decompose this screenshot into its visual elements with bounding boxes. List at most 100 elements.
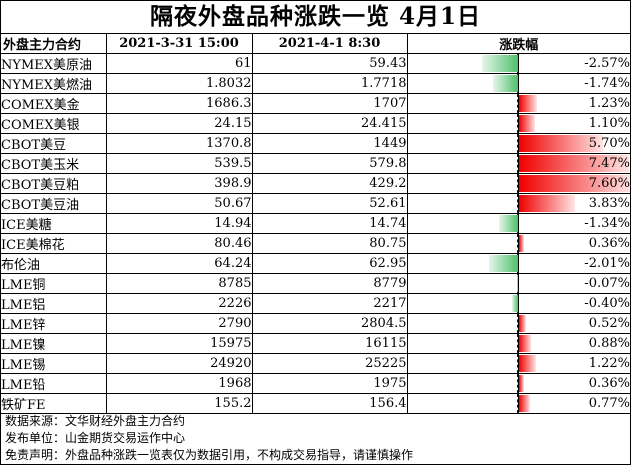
change-percent-label: 1.10% [588, 116, 630, 131]
price-before-cell: 1.8032 [105, 73, 253, 94]
change-percent-label: 7.47% [588, 156, 630, 171]
bar-cell-positive: 1.22% [517, 353, 630, 374]
zero-axis-line [516, 194, 517, 213]
table-row: COMEX美金 1686.3 1707 1.23% [1, 93, 630, 114]
contract-name-cell: COMEX美金 [1, 93, 107, 114]
price-before-cell: 1370.8 [105, 133, 253, 154]
bar-cell-negative [406, 93, 519, 114]
bar-cell-negative [406, 353, 519, 374]
zero-axis-line [516, 234, 517, 253]
bar-cell-negative [406, 193, 519, 214]
change-percent-label: 7.60% [588, 176, 630, 191]
price-after-cell: 2804.5 [251, 313, 408, 334]
price-after-cell: 24.415 [251, 113, 408, 134]
bar-cell-positive: -0.40% [517, 293, 630, 314]
table-row: NYMEX美燃油 1.8032 1.7718 -1.74% [1, 73, 630, 94]
contract-name-cell: LME锌 [1, 313, 107, 334]
change-percent-label: -0.07% [584, 276, 630, 291]
price-after-cell: 429.2 [251, 173, 408, 194]
table-row: LME铅 1968 1975 0.36% [1, 373, 630, 394]
change-percent-label: 1.23% [588, 96, 630, 111]
price-before-cell: 1686.3 [105, 93, 253, 114]
price-before-cell: 80.46 [105, 233, 253, 254]
price-after-cell: 579.8 [251, 153, 408, 174]
bar-cell-negative [406, 153, 519, 174]
contract-name-cell: 铁矿FE [1, 393, 107, 414]
change-percent-label: 0.36% [588, 376, 630, 391]
table-body: NYMEX美原油 61 59.43 -2.57% NYMEX美燃油 1.8032 1.771… [1, 53, 630, 414]
contract-name-cell: LME铅 [1, 373, 107, 394]
zero-axis-line [516, 374, 517, 393]
change-percent-label: -1.74% [584, 76, 630, 91]
bar-cell-negative [406, 213, 519, 234]
bar-cell-positive: 7.47% [517, 153, 630, 174]
footer-notes: 数据来源：文华财经外盘主力合约 发布单位：山金期货交易运作中心 免责声明：外盘品… [1, 413, 630, 464]
price-before-cell: 8785 [105, 273, 253, 294]
contract-name-cell: LME镍 [1, 333, 107, 354]
table-row: LME锡 24920 25225 1.22% [1, 353, 630, 374]
bar-cell-negative [406, 273, 519, 294]
data-source-note: 数据来源：文华财经外盘主力合约 [5, 414, 186, 428]
price-before-cell: 24.15 [105, 113, 253, 134]
price-before-cell: 155.2 [105, 393, 253, 414]
bar-cell-negative [406, 173, 519, 194]
change-bar-negative [481, 55, 517, 72]
change-percent-label: 0.52% [588, 316, 630, 331]
table-row: NYMEX美原油 61 59.43 -2.57% [1, 53, 630, 74]
price-before-cell: 61 [105, 53, 253, 74]
change-percent-label: -1.34% [584, 216, 630, 231]
price-before-cell: 398.9 [105, 173, 253, 194]
zero-axis-line [516, 134, 517, 153]
change-bar-positive [519, 95, 537, 112]
contract-name-cell: LME铝 [1, 293, 107, 314]
price-after-cell: 156.4 [251, 393, 408, 414]
price-before-cell: 50.67 [105, 193, 253, 214]
change-percent-label: 1.22% [588, 356, 630, 371]
price-after-cell: 14.74 [251, 213, 408, 234]
change-bar-negative [516, 275, 517, 292]
table-row: LME铝 2226 2217 -0.40% [1, 293, 630, 314]
header-date-2: 2021-4-1 8:30 [251, 34, 408, 54]
bar-cell-negative [406, 233, 519, 254]
contract-name-cell: LME锡 [1, 353, 107, 374]
bar-cell-negative [406, 73, 519, 94]
price-after-cell: 1.7718 [251, 73, 408, 94]
change-percent-label: 0.36% [588, 236, 630, 251]
change-bar-positive [519, 315, 527, 332]
bar-cell-positive: 3.83% [517, 193, 630, 214]
zero-axis-line [516, 394, 517, 413]
price-before-cell: 2226 [105, 293, 253, 314]
bar-cell-positive: 0.36% [517, 373, 630, 394]
table-row: CBOT美豆油 50.67 52.61 3.83% [1, 193, 630, 214]
contract-name-cell: CBOT美豆粕 [1, 173, 107, 194]
header-change: 涨跌幅 [406, 34, 630, 54]
bar-cell-positive: 0.36% [517, 233, 630, 254]
bar-cell-positive: 1.10% [517, 113, 630, 134]
table-row: LME镍 15975 16115 0.88% [1, 333, 630, 354]
price-after-cell: 1707 [251, 93, 408, 114]
change-percent-label: 0.88% [588, 336, 630, 351]
table-row: COMEX美银 24.15 24.415 1.10% [1, 113, 630, 134]
zero-axis-line [516, 314, 517, 333]
bar-cell-negative [406, 393, 519, 414]
change-bar-negative [511, 295, 517, 312]
price-before-cell: 15975 [105, 333, 253, 354]
header-contract: 外盘主力合约 [1, 34, 107, 54]
zero-axis-line [516, 114, 517, 133]
bar-cell-positive: -0.07% [517, 273, 630, 294]
bar-cell-negative [406, 293, 519, 314]
change-bar-positive [519, 195, 575, 212]
price-after-cell: 8779 [251, 273, 408, 294]
price-after-cell: 25225 [251, 353, 408, 374]
bar-cell-positive: 0.52% [517, 313, 630, 334]
table-row: CBOT美豆粕 398.9 429.2 7.60% [1, 173, 630, 194]
zero-axis-line [516, 94, 517, 113]
change-bar-negative [489, 255, 517, 272]
contract-name-cell: ICE美棉花 [1, 233, 107, 254]
price-after-cell: 59.43 [251, 53, 408, 74]
contract-name-cell: LME铜 [1, 273, 107, 294]
disclaimer-note: 免责声明：外盘品种涨跌一览表仅为数据引用，不构成交易指导，请谨慎操作 [5, 448, 414, 462]
change-bar-negative [498, 215, 517, 232]
change-percent-label: 5.70% [588, 136, 630, 151]
price-change-table: 外盘主力合约 2021-3-31 15:00 2021-4-1 8:30 涨跌幅… [1, 34, 630, 414]
